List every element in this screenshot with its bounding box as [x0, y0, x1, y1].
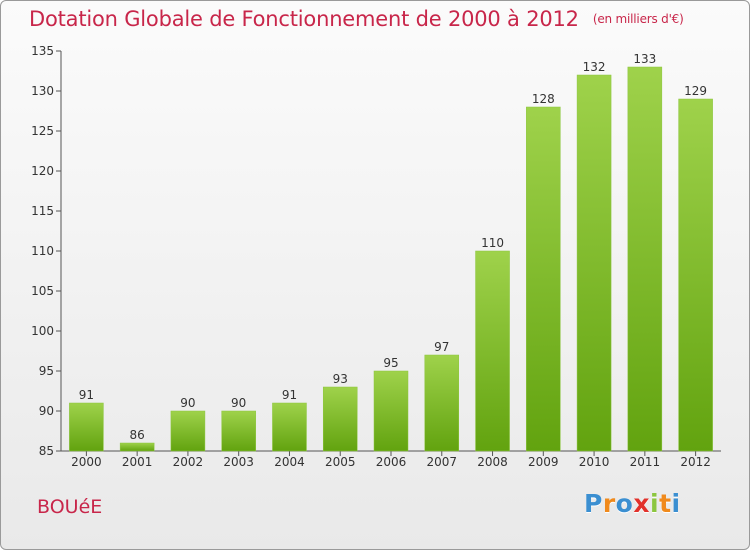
y-tick-label: 90	[39, 404, 54, 418]
axes: 85 90 95 100 105 110 115 120 125 130 135	[31, 44, 721, 458]
value-label-2006: 95	[383, 356, 398, 370]
x-tick-label-2008: 2008	[477, 455, 508, 469]
logo-letter: o	[615, 489, 634, 518]
commune-name: BOUéE	[37, 496, 103, 518]
bar-2005[interactable]	[322, 386, 358, 452]
x-tick-label-2007: 2007	[426, 455, 457, 469]
value-label-2000: 91	[79, 388, 94, 402]
y-tick-label: 110	[31, 244, 54, 258]
x-tick-label-2001: 2001	[122, 455, 153, 469]
bar-2003[interactable]	[221, 410, 256, 452]
bar-2009[interactable]	[526, 106, 561, 452]
y-tick-label: 120	[31, 164, 54, 178]
y-tick-label: 115	[31, 204, 54, 218]
y-tick-label: 130	[31, 84, 54, 98]
y-tick-label: 125	[31, 124, 54, 138]
x-tick-label-2006: 2006	[376, 455, 407, 469]
value-label-2007: 97	[434, 340, 449, 354]
x-tick-label-2005: 2005	[325, 455, 356, 469]
logo-letter: r	[602, 489, 616, 518]
bar-2006[interactable]	[373, 370, 409, 452]
bar-2000[interactable]	[69, 402, 104, 452]
value-label-2012: 129	[684, 84, 707, 98]
x-tick-label-2012: 2012	[680, 455, 711, 469]
x-tick-label-2010: 2010	[579, 455, 610, 469]
x-tick-label-2009: 2009	[528, 455, 559, 469]
y-tick-label: 105	[31, 284, 54, 298]
value-label-2001: 86	[130, 428, 145, 442]
value-label-2011: 133	[633, 52, 656, 66]
value-label-2004: 91	[282, 388, 297, 402]
value-label-2008: 110	[481, 236, 504, 250]
bars	[69, 66, 713, 452]
logo-letter: x	[633, 489, 650, 518]
chart-title: Dotation Globale de Fonctionnement de 20…	[29, 7, 684, 31]
bar-2001[interactable]	[119, 442, 155, 452]
logo-letter: i	[671, 489, 681, 518]
y-tick-label: 85	[39, 444, 54, 458]
y-tick-label: 135	[31, 44, 54, 58]
logo-letter: i	[650, 489, 660, 518]
chart-subtitle: (en milliers d'€)	[592, 12, 684, 26]
x-tick-label-2004: 2004	[274, 455, 305, 469]
value-label-2010: 132	[583, 60, 606, 74]
bar-2004[interactable]	[272, 402, 307, 452]
y-tick-label: 100	[31, 324, 54, 338]
logo-letter: P	[584, 489, 603, 518]
chart-title-text: Dotation Globale de Fonctionnement de 20…	[29, 7, 579, 31]
bar-2007[interactable]	[424, 354, 460, 452]
bar-2008[interactable]	[475, 250, 510, 452]
logo-letter: t	[659, 489, 672, 518]
value-label-2003: 90	[231, 396, 246, 410]
bar-2012[interactable]	[678, 98, 713, 452]
value-label-2002: 90	[180, 396, 195, 410]
bar-2010[interactable]	[576, 74, 612, 452]
value-label-2009: 128	[532, 92, 555, 106]
x-tick-label-2002: 2002	[173, 455, 204, 469]
labels: 91 2000 86 2001 90 2002 90 2003 91 2004 93 2005 95 20…	[71, 52, 711, 469]
x-tick-label-2011: 2011	[630, 455, 661, 469]
bar-2002[interactable]	[170, 410, 206, 452]
x-tick-label-2000: 2000	[71, 455, 102, 469]
proxiti-logo[interactable]: Proxiti	[584, 489, 681, 518]
x-tick-label-2003: 2003	[223, 455, 254, 469]
bar-2011[interactable]	[627, 66, 663, 452]
y-tick-label: 95	[39, 364, 54, 378]
value-label-2005: 93	[333, 372, 348, 386]
